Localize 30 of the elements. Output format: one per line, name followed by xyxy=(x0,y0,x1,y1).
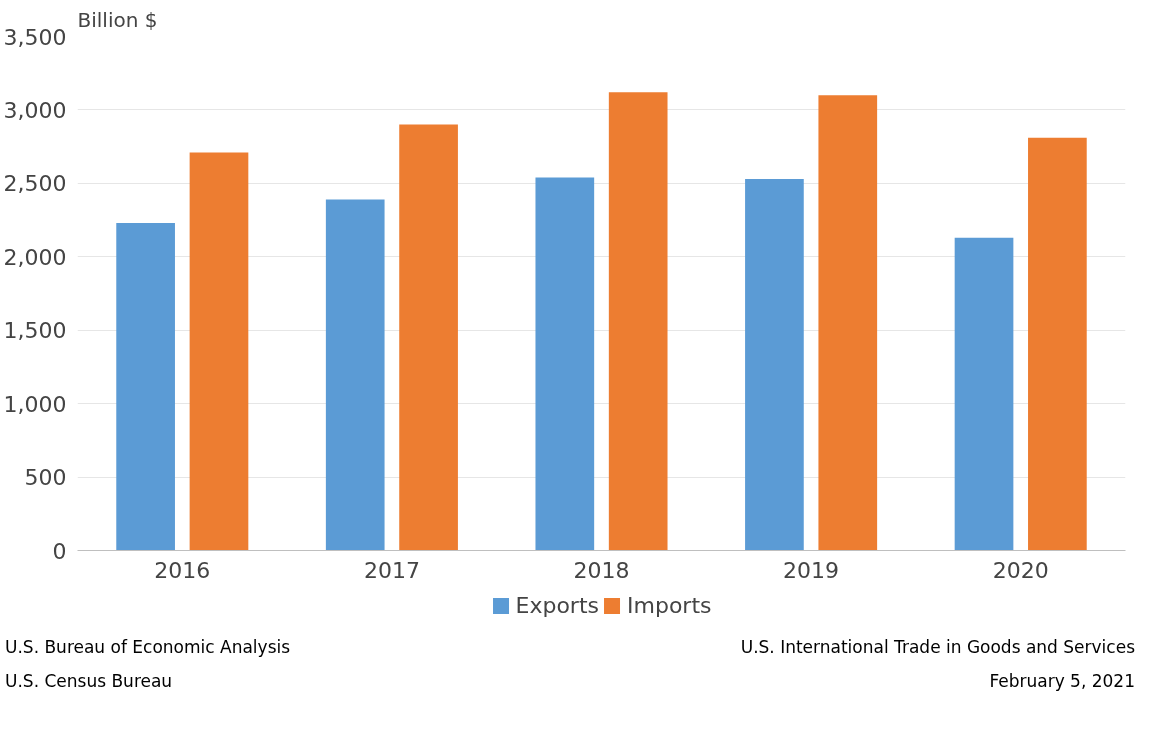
text: U.S. International Trade in Goods and Services xyxy=(740,636,1135,659)
text: U.S. Census Bureau xyxy=(5,670,173,693)
bar xyxy=(189,152,249,551)
y-axis-title: Billion $ xyxy=(77,7,158,32)
bar xyxy=(116,223,175,551)
y-tick-label: 500 xyxy=(24,465,67,491)
x-tick-label: 2019 xyxy=(783,557,840,583)
x-tick-label: 2017 xyxy=(363,557,420,583)
bar xyxy=(1028,137,1087,551)
y-tick-label: 3,000 xyxy=(3,97,67,123)
text: February 5, 2021 xyxy=(989,670,1135,693)
x-tick-label: 2016 xyxy=(154,557,211,583)
y-tick-label: 2,500 xyxy=(3,171,67,197)
y-tick-label: 1,000 xyxy=(3,391,67,417)
x-tick-label: 2018 xyxy=(573,557,630,583)
bar xyxy=(954,237,1014,551)
bar xyxy=(535,177,595,551)
text: U.S. Bureau of Economic Analysis xyxy=(5,636,291,659)
legend-label: Exports xyxy=(515,592,599,618)
bar xyxy=(399,124,458,551)
y-tick-label: 0 xyxy=(52,538,67,564)
y-tick-label: 3,500 xyxy=(3,24,67,50)
y-tick-label: 2,000 xyxy=(3,244,67,270)
bar xyxy=(818,95,878,551)
legend-label: Imports xyxy=(627,592,712,618)
y-tick-label: 1,500 xyxy=(3,318,67,344)
bar xyxy=(608,92,668,551)
x-tick-label: 2020 xyxy=(992,557,1049,583)
bar xyxy=(325,199,385,551)
bar xyxy=(745,178,804,551)
